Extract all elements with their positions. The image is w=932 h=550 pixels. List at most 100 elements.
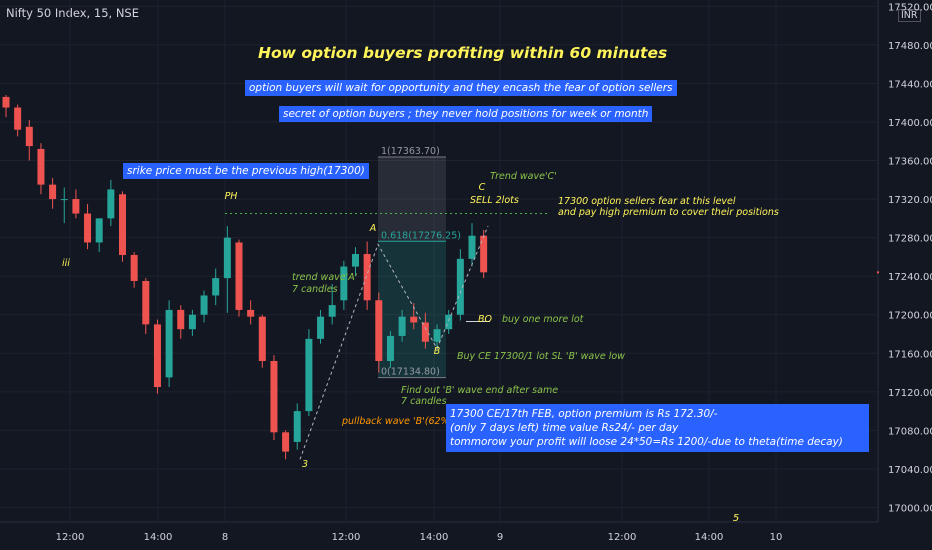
text-annotations: iii PH 3 A B C SELL 2lots BO 5 Trend wave'C' 17300…: [62, 171, 779, 524]
candle-up: [188, 314, 196, 330]
candle-down: [119, 194, 126, 255]
y-tick-label: 17120.00: [888, 388, 932, 399]
candle-down: [37, 148, 45, 185]
x-tick-label: 14:00: [420, 532, 449, 543]
find-b-label-2: 7 candles: [401, 396, 447, 407]
candle-up: [223, 237, 231, 279]
strike-box: srike price must be the previous high(17…: [123, 163, 369, 179]
last-price-tick: [877, 271, 879, 274]
candle-down: [177, 309, 185, 330]
fib-label-0: 0(17134.80): [381, 367, 440, 378]
x-tick-label: 8: [222, 532, 228, 543]
y-tick-label: 17160.00: [888, 349, 932, 360]
x-tick-label: 12:00: [608, 532, 637, 543]
candle-up: [95, 218, 103, 243]
ph-label: PH: [225, 191, 238, 202]
candle-up: [433, 329, 441, 342]
abc-wave-path: [299, 225, 489, 460]
candle-down: [375, 300, 383, 362]
candle-down: [235, 242, 243, 310]
symbol-title: Nifty 50 Index, 15, NSE: [6, 6, 139, 20]
fib-zone-upper: [378, 156, 446, 242]
candle-down: [72, 199, 80, 214]
y-tick-label: 17200.00: [888, 311, 932, 322]
candle-down: [410, 316, 418, 323]
trend-a-label-1: trend wave'A': [292, 272, 357, 283]
chart-title: How option buyers profiting within 60 mi…: [258, 44, 668, 62]
candle-down: [421, 322, 429, 342]
candle-down: [25, 126, 33, 147]
candle-down: [2, 96, 10, 108]
fib-label-618: 0.618(17276.25): [381, 230, 461, 241]
y-tick-label: 17280.00: [888, 234, 932, 245]
wave-3-label: 3: [302, 459, 308, 470]
find-b-label-1: Find out 'B' wave end after same: [401, 385, 558, 396]
candles-layer[interactable]: [2, 94, 488, 460]
x-tick-label: 12:00: [332, 532, 361, 543]
candle-up: [386, 335, 394, 362]
explain-box-2: secret of option buyers ; they never hol…: [279, 106, 653, 122]
pullback-label: pullback wave 'B'(62% of A): [341, 416, 475, 427]
buy-ce-label: Buy CE 17300/1 lot SL 'B' wave low: [457, 351, 625, 362]
candle-down: [480, 235, 488, 273]
y-tick-label: 17480.00: [888, 41, 932, 52]
wave-b-label: B: [434, 346, 441, 357]
wave-iii-label: iii: [62, 258, 70, 269]
y-tick-label: 17400.00: [888, 118, 932, 129]
sell-label: SELL 2lots: [470, 195, 519, 206]
trend-a-label-2: 7 candles: [292, 284, 338, 295]
currency-badge[interactable]: INR: [898, 9, 921, 22]
candle-up: [317, 316, 325, 339]
candle-down: [130, 254, 138, 282]
candle-up: [212, 278, 220, 296]
candle-up: [352, 254, 359, 267]
wave-5-label: 5: [733, 513, 739, 524]
candle-up: [200, 295, 208, 315]
trend-c-label: Trend wave'C': [490, 171, 557, 182]
candle-up: [305, 338, 313, 412]
x-tick-label: 12:00: [56, 532, 85, 543]
candle-up: [445, 314, 453, 330]
candle-down: [14, 107, 22, 130]
y-tick-label: 17000.00: [888, 504, 932, 515]
y-tick-label: 17040.00: [888, 465, 932, 476]
x-tick-label: 10: [770, 532, 783, 543]
candle-up: [60, 199, 68, 201]
candle-up: [398, 316, 406, 336]
candle-up: [468, 235, 476, 259]
x-tick-label: 14:00: [144, 532, 173, 543]
candle-down: [84, 213, 92, 243]
y-tick-label: 17320.00: [888, 195, 932, 206]
y-tick-label: 17240.00: [888, 272, 932, 283]
candle-down: [270, 361, 278, 433]
candle-up: [107, 189, 115, 219]
fear-label-1: 17300 option sellers fear at this level: [558, 196, 736, 207]
info-line-1: 17300 CE/17th FEB, option premium is Rs …: [450, 408, 718, 420]
bo-label: BO: [478, 314, 493, 325]
y-tick-label: 17440.00: [888, 79, 932, 90]
x-tick-label: 9: [497, 532, 503, 543]
candle-down: [247, 309, 255, 317]
y-tick-label: 17520.00: [888, 2, 932, 13]
x-tick-label: 14:00: [695, 532, 724, 543]
wave-c-label: C: [479, 182, 486, 193]
annotation-lines: [225, 213, 548, 460]
candle-down: [258, 316, 266, 362]
explain-box-1: option buyers will wait for opportunity …: [245, 80, 677, 96]
info-box: 17300 CE/17th FEB, option premium is Rs …: [446, 404, 869, 452]
candle-up: [456, 258, 464, 315]
wave-a-label: A: [369, 223, 377, 234]
candle-down: [282, 432, 290, 452]
fibonacci-retracement[interactable]: 1(17363.70) 0.618(17276.25) 0(17134.80): [378, 146, 461, 379]
info-line-2: (only 7 days left) time value Rs24/- per…: [450, 422, 679, 434]
candle-down: [363, 254, 371, 301]
fear-label-2: and pay high premium to cover their posi…: [558, 207, 779, 218]
info-line-3: tommorow your profit will loose 24*50=Rs…: [450, 436, 843, 448]
candle-up: [293, 411, 301, 442]
candle-down: [49, 184, 57, 200]
candle-up: [340, 266, 348, 301]
fib-label-1: 1(17363.70): [381, 146, 440, 157]
buy-more-label: buy one more lot: [502, 314, 585, 325]
